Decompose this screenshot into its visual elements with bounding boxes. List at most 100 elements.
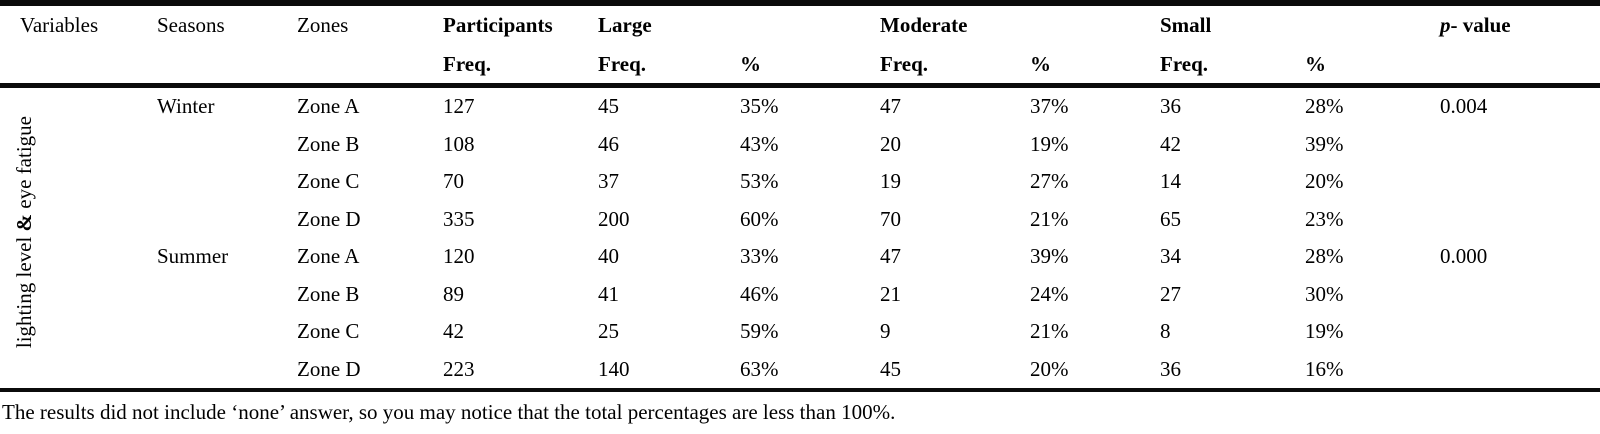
cell-moderate-freq: 47 (880, 94, 901, 118)
cell-zone: Zone A (297, 244, 360, 268)
table-row: Zone D 223 140 63% 45 20% 36 16% (0, 351, 1600, 391)
cell-large-pct: 35% (740, 94, 779, 118)
cell-zone: Zone B (297, 131, 360, 156)
cell-moderate-pct: 24% (1030, 281, 1069, 306)
cell-moderate-pct: 20% (1030, 356, 1069, 381)
cell-large-pct: 46% (740, 281, 779, 306)
header-large: Large (598, 13, 652, 37)
cell-small-freq: 8 (1160, 319, 1171, 343)
footnote: The results did not include ‘none’ answe… (2, 400, 896, 424)
cell-small-freq: 34 (1160, 244, 1181, 268)
header-p-value: p- value (1440, 3, 1600, 88)
p-value-italic-p: p (1440, 13, 1451, 37)
header-seasons: Seasons (157, 3, 297, 88)
subheader-small-pct: % (1305, 45, 1440, 88)
cell-participants-freq: 223 (443, 356, 475, 381)
cell-large-pct: 43% (740, 131, 779, 156)
cell-moderate-freq: 20 (880, 131, 901, 156)
variable-label-post: eye fatigue (12, 115, 36, 214)
header-row-groups: Variables Seasons Zones Participants Lar… (0, 3, 1600, 88)
p-value-winter: 0.004 (1440, 94, 1488, 118)
cell-moderate-pct: 19% (1030, 131, 1069, 156)
cell-moderate-pct: 21% (1030, 206, 1069, 231)
header-small: Small (1160, 13, 1212, 37)
season-winter: Winter (157, 94, 215, 118)
cell-small-pct: 19% (1305, 319, 1344, 343)
subheader-moderate-freq: Freq. (880, 45, 1030, 88)
cell-large-freq: 45 (598, 94, 619, 118)
cell-large-pct: 63% (740, 356, 779, 381)
cell-large-pct: 60% (740, 206, 779, 231)
table-row: Zone C 70 37 53% 19 27% 14 20% (0, 163, 1600, 201)
p-value-rest: - value (1450, 13, 1511, 37)
cell-small-pct: 28% (1305, 94, 1344, 118)
cell-large-freq: 25 (598, 319, 619, 343)
cell-small-freq: 36 (1160, 356, 1181, 381)
cell-moderate-pct: 21% (1030, 319, 1069, 343)
results-table: Variables Seasons Zones Participants Lar… (0, 0, 1600, 392)
cell-small-freq: 36 (1160, 94, 1181, 118)
table-row: Zone B 89 41 46% 21 24% 27 30% (0, 276, 1600, 314)
cell-small-pct: 39% (1305, 131, 1344, 156)
cell-large-freq: 41 (598, 281, 619, 306)
cell-moderate-freq: 45 (880, 356, 901, 381)
variable-rotated-label: lighting level & eye fatigue (12, 115, 36, 348)
variable-label-ampersand: & (12, 213, 36, 232)
cell-small-pct: 20% (1305, 169, 1344, 193)
cell-participants-freq: 70 (443, 169, 464, 193)
subheader-participants-freq: Freq. (443, 45, 598, 88)
cell-large-pct: 33% (740, 244, 779, 268)
cell-participants-freq: 127 (443, 94, 475, 118)
cell-large-freq: 37 (598, 169, 619, 193)
cell-large-freq: 40 (598, 244, 619, 268)
cell-small-freq: 14 (1160, 169, 1181, 193)
cell-large-freq: 200 (598, 206, 630, 231)
cell-large-freq: 140 (598, 356, 630, 381)
cell-zone: Zone C (297, 319, 360, 343)
cell-large-freq: 46 (598, 131, 619, 156)
cell-moderate-freq: 70 (880, 206, 901, 231)
table-row: Zone B 108 46 43% 20 19% 42 39% (0, 126, 1600, 164)
variable-label-pre: lighting level (12, 231, 36, 348)
cell-moderate-freq: 47 (880, 244, 901, 268)
header-zones: Zones (297, 3, 443, 88)
cell-zone: Zone A (297, 94, 360, 118)
subheader-small-freq: Freq. (1160, 45, 1305, 88)
cell-moderate-freq: 9 (880, 319, 891, 343)
cell-small-pct: 28% (1305, 244, 1344, 268)
table-body: lighting level & eye fatigue Winter Zone… (0, 86, 1600, 391)
cell-moderate-freq: 19 (880, 169, 901, 193)
cell-moderate-freq: 21 (880, 281, 901, 306)
subheader-large-pct: % (740, 45, 880, 88)
cell-zone: Zone D (297, 206, 361, 231)
header-row-measures: Freq. Freq. % Freq. % Freq. % (0, 45, 1600, 88)
subheader-large-freq: Freq. (598, 45, 740, 88)
cell-moderate-pct: 39% (1030, 244, 1069, 268)
cell-participants-freq: 89 (443, 281, 464, 306)
cell-large-pct: 59% (740, 319, 779, 343)
header-participants: Participants (443, 13, 553, 37)
cell-zone: Zone B (297, 281, 360, 306)
table-header: Variables Seasons Zones Participants Lar… (0, 3, 1600, 88)
cell-large-pct: 53% (740, 169, 779, 193)
cell-small-freq: 65 (1160, 206, 1181, 231)
cell-participants-freq: 335 (443, 206, 475, 231)
cell-small-freq: 27 (1160, 281, 1181, 306)
cell-zone: Zone C (297, 169, 360, 193)
table-row: Zone C 42 25 59% 9 21% 8 19% (0, 313, 1600, 351)
subheader-moderate-pct: % (1030, 45, 1160, 88)
cell-zone: Zone D (297, 356, 361, 381)
cell-participants-freq: 120 (443, 244, 475, 268)
table-row: Summer Zone A 120 40 33% 47 39% 34 28% 0… (0, 238, 1600, 276)
season-summer: Summer (157, 244, 229, 268)
variable-cell: lighting level & eye fatigue (0, 86, 157, 391)
cell-moderate-pct: 37% (1030, 94, 1069, 118)
cell-small-pct: 30% (1305, 281, 1344, 306)
cell-small-pct: 23% (1305, 206, 1344, 231)
header-moderate: Moderate (880, 13, 968, 37)
cell-small-pct: 16% (1305, 356, 1344, 381)
cell-moderate-pct: 27% (1030, 169, 1069, 193)
cell-small-freq: 42 (1160, 131, 1181, 156)
header-variables: Variables (0, 3, 157, 88)
